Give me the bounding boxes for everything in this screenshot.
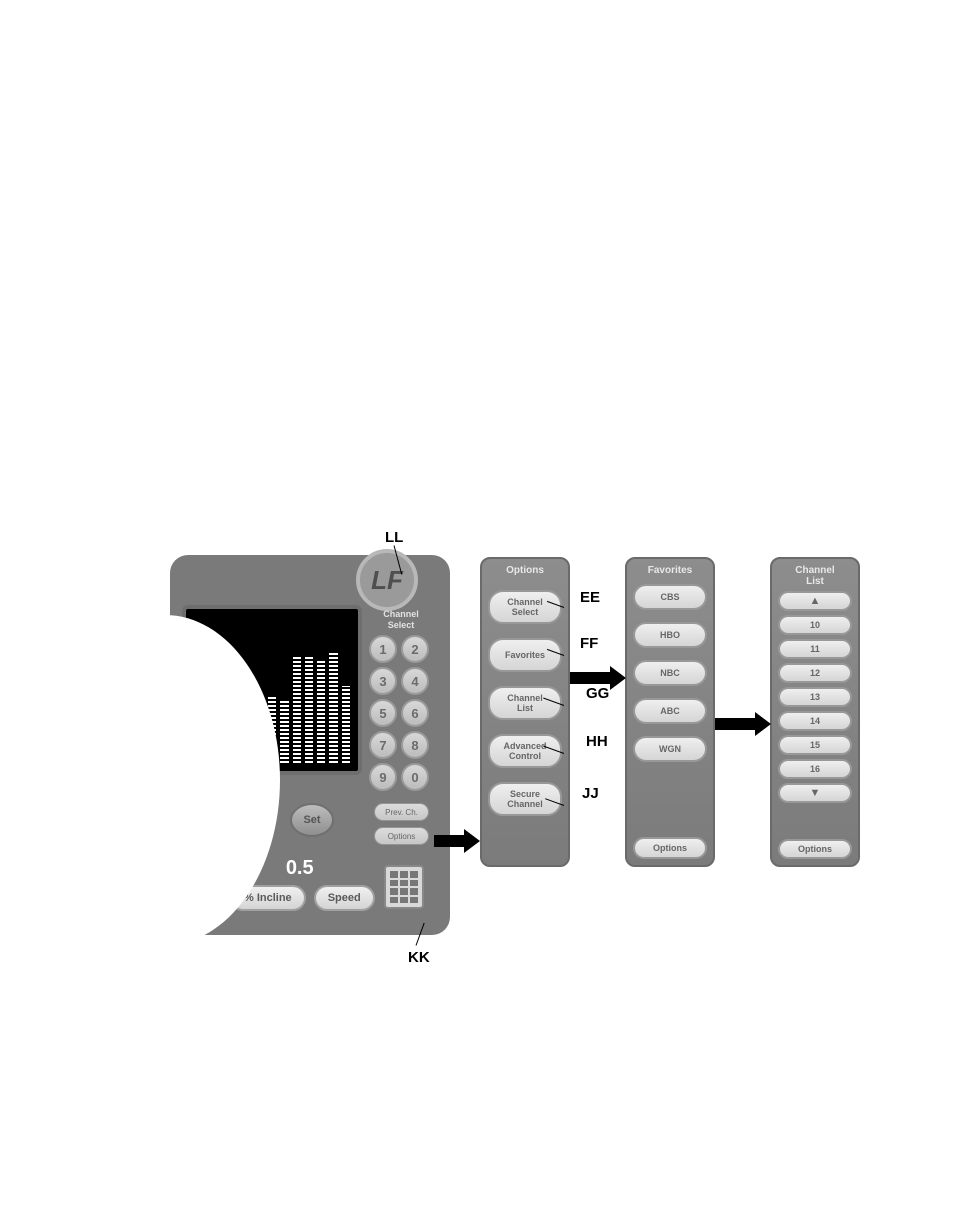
favorite-cbs[interactable]: CBS: [633, 584, 707, 610]
keypad-icon[interactable]: [384, 865, 424, 909]
callout-FF: FF: [580, 635, 598, 652]
arrow-favorites-panel: [570, 672, 612, 684]
secure-channel-button[interactable]: SecureChannel: [488, 782, 562, 816]
callout-KK: KK: [408, 949, 430, 966]
key-3[interactable]: 3: [369, 667, 397, 695]
key-4[interactable]: 4: [401, 667, 429, 695]
channel-select-label: ChannelSelect: [373, 609, 429, 631]
scroll-down-button[interactable]: ▼: [778, 783, 852, 803]
channel-list-options-button[interactable]: Options: [778, 839, 852, 859]
channel-14[interactable]: 14: [778, 711, 852, 731]
key-2[interactable]: 2: [401, 635, 429, 663]
options-button[interactable]: Options: [374, 827, 429, 845]
channel-12[interactable]: 12: [778, 663, 852, 683]
favorite-wgn[interactable]: WGN: [633, 736, 707, 762]
favorite-nbc[interactable]: NBC: [633, 660, 707, 686]
callout-LL: LL: [385, 529, 403, 546]
channel-13[interactable]: 13: [778, 687, 852, 707]
advanced-control-button[interactable]: AdvancedControl: [488, 734, 562, 768]
scroll-up-button[interactable]: ▲: [778, 591, 852, 611]
set-button[interactable]: Set: [290, 803, 334, 837]
key-6[interactable]: 6: [401, 699, 429, 727]
channel-select-button[interactable]: ChannelSelect: [488, 590, 562, 624]
key-0[interactable]: 0: [401, 763, 429, 791]
favorites-panel: Favorites CBS HBO NBC ABC WGN Options: [625, 557, 715, 867]
callout-HH: HH: [586, 733, 608, 750]
lf-logo: LF: [356, 549, 418, 611]
channel-16[interactable]: 16: [778, 759, 852, 779]
channel-list-button[interactable]: ChannelList: [488, 686, 562, 720]
callout-GG: GG: [586, 685, 609, 702]
arrow-chlist-panel: [715, 718, 757, 730]
channel-list-panel: ChannelList ▲ 10 11 12 13 14 15 16 ▼ Options: [770, 557, 860, 867]
favorites-options-button[interactable]: Options: [633, 837, 707, 859]
key-9[interactable]: 9: [369, 763, 397, 791]
channel-10[interactable]: 10: [778, 615, 852, 635]
callout-EE: EE: [580, 589, 600, 606]
channel-keypad: 1234567890: [369, 635, 433, 791]
channel-15[interactable]: 15: [778, 735, 852, 755]
prev-channel-button[interactable]: Prev. Ch.: [374, 803, 429, 821]
callout-JJ: JJ: [582, 785, 599, 802]
treadmill-console: LF ChannelSelect 1234567890 Prev. Ch. Op…: [170, 555, 450, 935]
channel-11[interactable]: 11: [778, 639, 852, 659]
speed-button[interactable]: Speed: [314, 885, 375, 911]
options-title: Options: [506, 565, 544, 576]
key-7[interactable]: 7: [369, 731, 397, 759]
favorite-hbo[interactable]: HBO: [633, 622, 707, 648]
arrow-options-to-favorites: [434, 835, 466, 847]
favorites-title: Favorites: [648, 565, 692, 576]
favorites-button[interactable]: Favorites: [488, 638, 562, 672]
key-5[interactable]: 5: [369, 699, 397, 727]
favorite-abc[interactable]: ABC: [633, 698, 707, 724]
speed-value: 0.5: [286, 857, 314, 880]
channel-list-title: ChannelList: [795, 565, 834, 587]
key-8[interactable]: 8: [401, 731, 429, 759]
key-1[interactable]: 1: [369, 635, 397, 663]
